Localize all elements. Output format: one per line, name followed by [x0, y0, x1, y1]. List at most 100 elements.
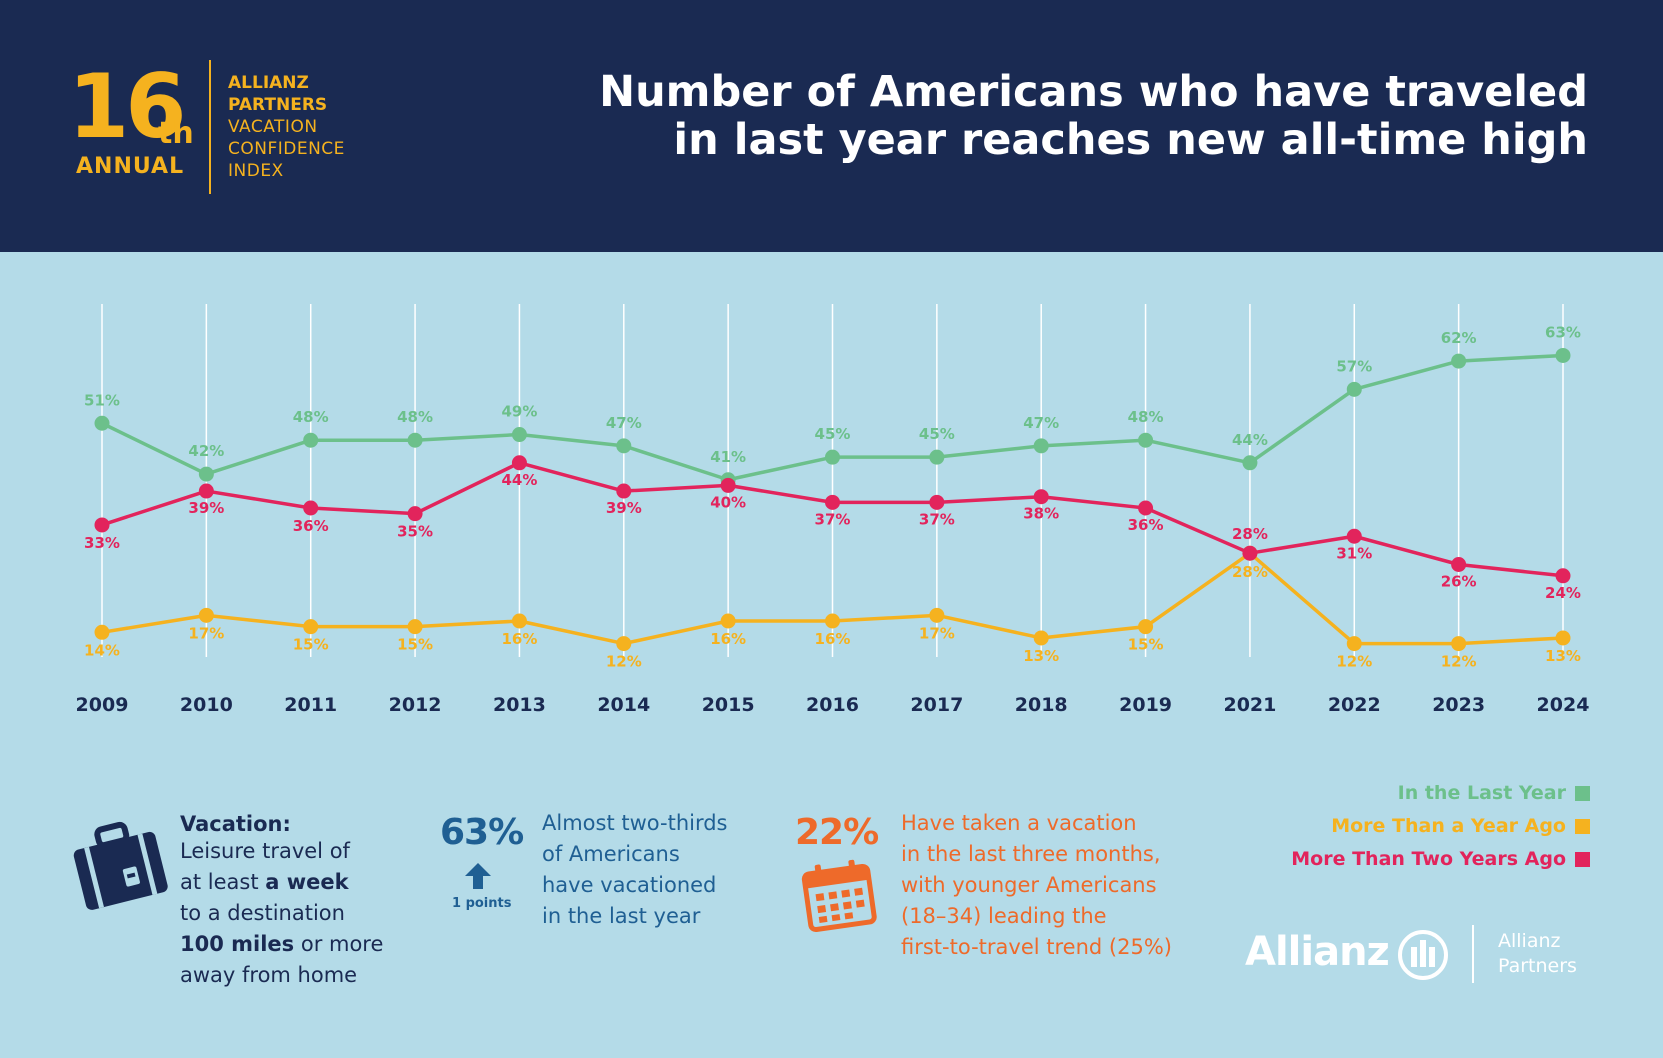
data-label: 47% — [606, 414, 642, 432]
data-label: 16% — [501, 630, 537, 648]
data-label: 17% — [919, 624, 955, 642]
data-label: 49% — [501, 403, 537, 421]
x-tick-label: 2021 — [1223, 694, 1276, 716]
data-label: 13% — [1023, 647, 1059, 665]
badge-line5: INDEX — [228, 161, 284, 181]
data-label: 28% — [1232, 525, 1268, 543]
legend-swatch-two-years-ago — [1575, 851, 1590, 867]
data-point — [616, 636, 632, 652]
stat1-text: Almost two-thirds of Americans have vaca… — [542, 808, 752, 932]
data-point — [616, 483, 632, 499]
x-tick-label: 2019 — [1119, 694, 1172, 716]
title-line2: in last year reaches new all-time high — [673, 115, 1588, 165]
stat2-line2: in the last three months, — [901, 842, 1161, 866]
x-tick-label: 2018 — [1015, 694, 1068, 716]
data-label: 15% — [397, 636, 433, 654]
data-point — [1033, 630, 1049, 646]
data-point — [407, 506, 423, 522]
legend-item-two-years-ago: More Than Two Years Ago — [1291, 848, 1590, 870]
x-tick-label: 2011 — [284, 694, 337, 716]
x-tick-label: 2017 — [910, 694, 963, 716]
data-point — [94, 624, 110, 640]
logo-subtitle: Allianz Partners — [1498, 929, 1577, 979]
badge-line3: VACATION — [228, 117, 318, 137]
vacation-line1: Leisure travel of — [180, 839, 350, 863]
data-label: 28% — [1232, 563, 1268, 581]
data-point — [825, 449, 840, 465]
data-point — [1451, 636, 1467, 652]
data-point — [1451, 353, 1467, 369]
allianz-partners-logo: Allianz Allianz Partners — [1245, 925, 1595, 985]
data-label: 39% — [188, 499, 224, 517]
stat1-line2: of Americans — [542, 842, 680, 866]
stat1-change: 1 points — [452, 896, 512, 911]
x-tick-label: 2016 — [806, 694, 859, 716]
data-point — [1555, 630, 1571, 646]
data-label: 62% — [1441, 329, 1477, 347]
chart-series — [94, 347, 1571, 652]
data-label: 12% — [1441, 653, 1477, 671]
data-label: 36% — [1128, 516, 1164, 534]
data-label: 15% — [293, 636, 329, 654]
data-point — [198, 607, 214, 623]
data-label: 41% — [710, 448, 746, 466]
data-label: 63% — [1545, 323, 1581, 341]
data-label: 16% — [710, 630, 746, 648]
data-label: 39% — [606, 499, 642, 517]
data-label: 51% — [84, 391, 120, 409]
logo-divider — [1472, 925, 1474, 983]
x-axis: 2009 2010 2011 2012 2013 2014 2015 2016 2017 2018… — [76, 694, 1590, 716]
data-label: 14% — [84, 641, 120, 659]
stat2-line1: Have taken a vacation — [901, 811, 1137, 835]
stat2-line3: with younger Americans — [901, 873, 1157, 897]
vacation-line2-a: at least — [180, 870, 266, 894]
x-tick-label: 2010 — [180, 694, 233, 716]
data-point — [94, 415, 110, 431]
data-label: 57% — [1336, 357, 1372, 375]
legend-label-last-year: In the Last Year — [1397, 782, 1566, 804]
data-label: 44% — [1232, 431, 1268, 449]
allianz-eagle-icon — [1398, 930, 1448, 980]
badge-line2: PARTNERS — [228, 95, 328, 115]
legend-item-last-year: In the Last Year — [1398, 782, 1590, 804]
data-label: 36% — [293, 517, 329, 535]
data-label: 37% — [815, 510, 851, 528]
vacation-title: Vacation: — [180, 812, 291, 836]
data-point — [94, 517, 110, 533]
data-point — [407, 619, 423, 635]
vacation-text: Vacation: Leisure travel of at least a w… — [180, 812, 420, 991]
x-tick-label: 2013 — [493, 694, 546, 716]
data-point — [1033, 438, 1049, 454]
data-label: 15% — [1128, 636, 1164, 654]
header-banner: 16 th ANNUAL ALLIANZ PARTNERS VACATION C… — [0, 0, 1663, 252]
data-label: 48% — [1128, 408, 1164, 426]
data-point — [1033, 489, 1049, 505]
suitcase-icon — [73, 821, 168, 910]
stat2-line4: (18–34) leading the — [901, 904, 1107, 928]
title-line1: Number of Americans who have traveled — [599, 67, 1588, 117]
data-label: 31% — [1336, 544, 1372, 562]
data-point — [1555, 568, 1571, 584]
data-point — [1138, 500, 1154, 516]
data-point — [1346, 381, 1362, 397]
vacation-line3: to a destination — [180, 901, 345, 925]
data-point — [929, 494, 945, 510]
data-label: 17% — [188, 624, 224, 642]
data-point — [616, 438, 632, 454]
vacation-line2: at least a week — [180, 867, 420, 898]
stat1-line3: have vacationed — [542, 873, 717, 897]
stat1-value: 63% — [440, 812, 524, 853]
data-label: 12% — [606, 653, 642, 671]
data-point — [303, 500, 319, 516]
data-point — [1242, 545, 1258, 561]
data-point — [929, 607, 945, 623]
legend-swatch-year-ago — [1575, 818, 1590, 834]
data-point — [720, 613, 736, 629]
data-label: 45% — [919, 425, 955, 443]
data-point — [1346, 636, 1362, 652]
data-point — [1138, 432, 1154, 448]
data-point — [1346, 528, 1362, 544]
data-point — [198, 466, 214, 482]
arrow-up-icon — [465, 863, 491, 889]
data-label: 40% — [710, 493, 746, 511]
